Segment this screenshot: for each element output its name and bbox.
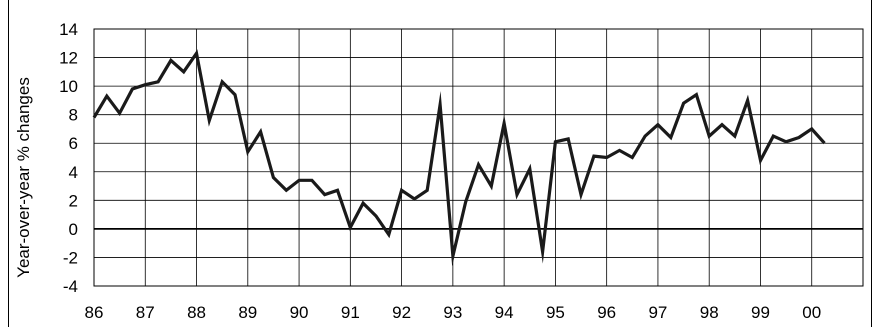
x-tick-label: 86 xyxy=(85,303,104,322)
y-tick-label: 4 xyxy=(69,163,78,182)
series-layer xyxy=(92,49,826,267)
x-tick-label: 94 xyxy=(495,303,514,322)
x-tick-label: 96 xyxy=(597,303,616,322)
x-tick-label: 92 xyxy=(392,303,411,322)
plot-area xyxy=(93,28,864,287)
x-tick-label: 93 xyxy=(443,303,462,322)
y-tick-label: 14 xyxy=(59,20,78,39)
x-tick-label: 95 xyxy=(546,303,565,322)
grid xyxy=(93,28,864,287)
chart-frame xyxy=(8,0,872,327)
x-tick-label: 87 xyxy=(136,303,155,322)
x-tick-label: 99 xyxy=(751,303,770,322)
x-tick-label: 89 xyxy=(238,303,257,322)
series-line xyxy=(92,49,826,267)
x-tick-label: 98 xyxy=(700,303,719,322)
x-tick-label: 90 xyxy=(290,303,309,322)
y-tick-label: 12 xyxy=(59,49,78,68)
x-tick-label: 00 xyxy=(802,303,821,322)
y-axis-label: Year-over-year % changes xyxy=(14,77,33,278)
y-tick-label: 2 xyxy=(69,191,78,210)
x-tick-label: 97 xyxy=(648,303,667,322)
y-tick-label: -4 xyxy=(63,277,78,296)
x-tick-labels: 86 87 88 89 90 91 92 93 94 95 96 97 98 99 00 xyxy=(85,303,822,322)
x-tick-label: 91 xyxy=(341,303,360,322)
y-tick-label: 10 xyxy=(59,77,78,96)
y-tick-label: 0 xyxy=(69,220,78,239)
x-tick-label: 88 xyxy=(187,303,206,322)
y-tick-label: 6 xyxy=(69,134,78,153)
y-tick-label: -2 xyxy=(63,248,78,267)
y-tick-label: 8 xyxy=(69,106,78,125)
y-tick-labels: -4 -2 0 2 4 6 8 10 12 14 xyxy=(59,20,78,296)
